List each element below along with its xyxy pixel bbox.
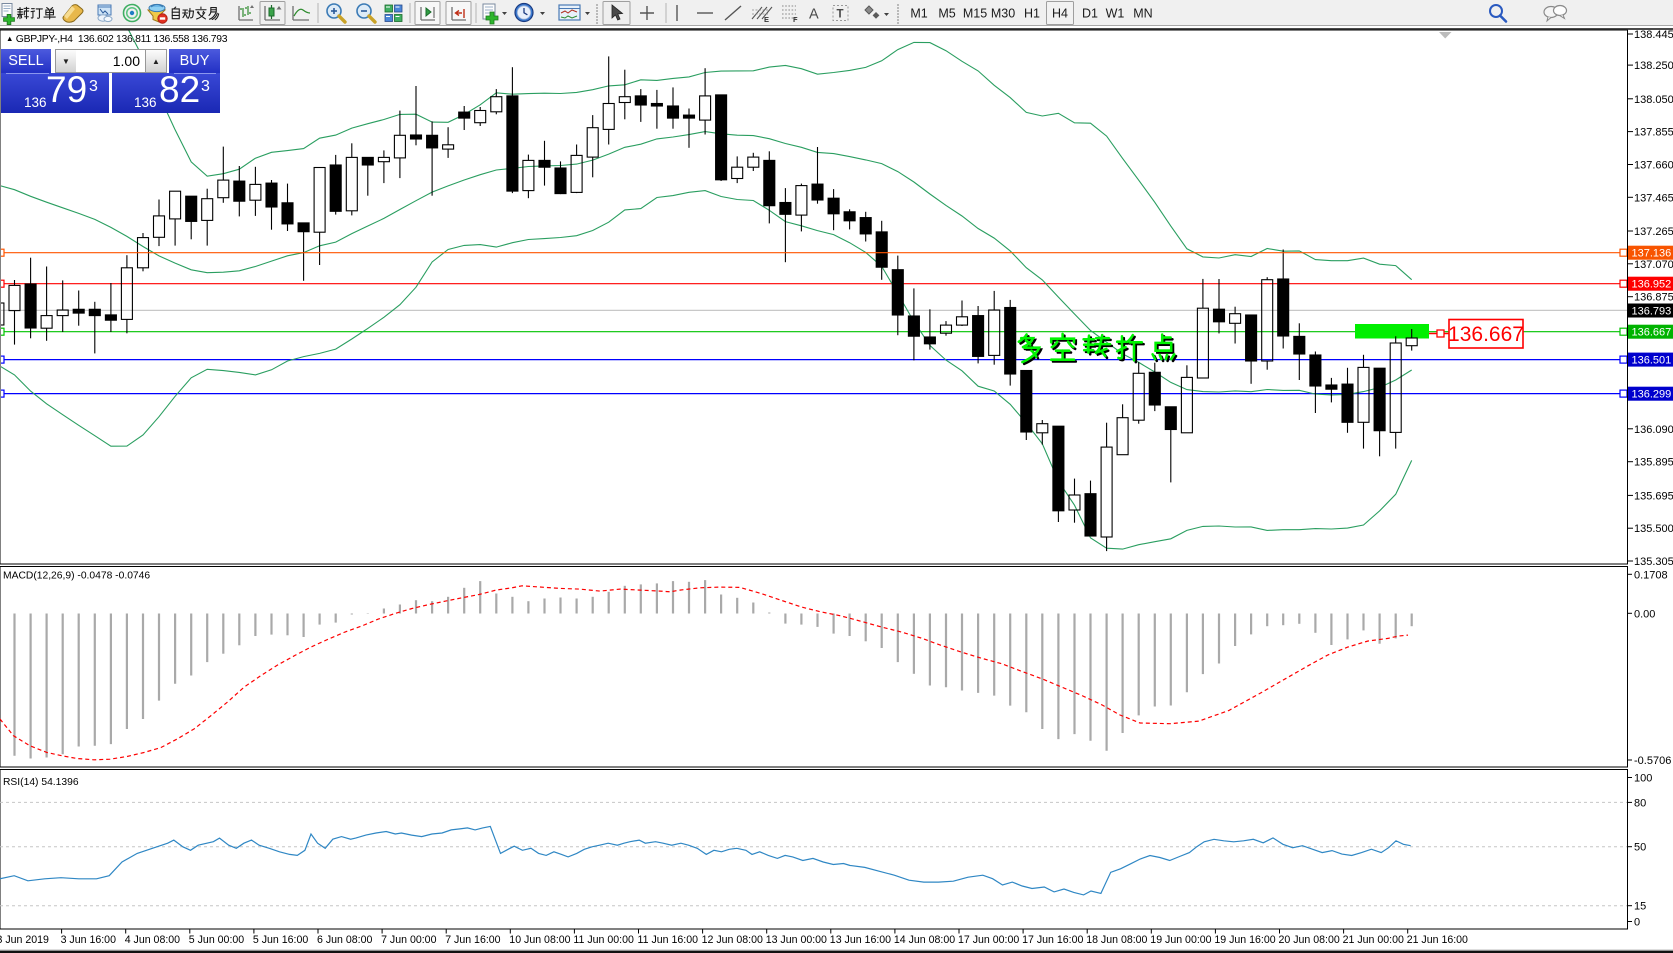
svg-text:11 Jun 16:00: 11 Jun 16:00	[638, 934, 699, 946]
svg-text:137.070: 137.070	[1634, 259, 1673, 271]
svg-text:13 Jun 16:00: 13 Jun 16:00	[830, 934, 891, 946]
svg-text:136.667: 136.667	[1448, 323, 1524, 346]
svg-text:138.050: 138.050	[1634, 94, 1673, 106]
svg-text:21 Jun 00:00: 21 Jun 00:00	[1343, 934, 1404, 946]
svg-text:136.299: 136.299	[1632, 389, 1672, 401]
svg-text:3 Jun 2019: 3 Jun 2019	[0, 934, 49, 946]
svg-text:20 Jun 08:00: 20 Jun 08:00	[1279, 934, 1340, 946]
svg-text:RSI(14) 54.1396: RSI(14) 54.1396	[3, 777, 79, 788]
svg-text:137.265: 137.265	[1634, 226, 1673, 238]
svg-text:D1: D1	[1082, 7, 1098, 21]
svg-text:138.445: 138.445	[1634, 29, 1673, 41]
svg-text:135.695: 135.695	[1634, 490, 1673, 502]
svg-text:12 Jun 08:00: 12 Jun 08:00	[702, 934, 763, 946]
svg-text:7 Jun 16:00: 7 Jun 16:00	[445, 934, 500, 946]
svg-text:6 Jun 08:00: 6 Jun 08:00	[317, 934, 372, 946]
svg-text:135.895: 135.895	[1634, 457, 1673, 469]
svg-text:19 Jun 00:00: 19 Jun 00:00	[1150, 934, 1211, 946]
svg-text:M1: M1	[910, 7, 927, 21]
svg-text:14 Jun 08:00: 14 Jun 08:00	[894, 934, 955, 946]
svg-text:17 Jun 00:00: 17 Jun 00:00	[958, 934, 1019, 946]
svg-text:10 Jun 08:00: 10 Jun 08:00	[509, 934, 570, 946]
svg-text:5 Jun 00:00: 5 Jun 00:00	[189, 934, 244, 946]
svg-text:5 Jun 16:00: 5 Jun 16:00	[253, 934, 308, 946]
svg-text:100: 100	[1634, 773, 1652, 785]
svg-text:136.952: 136.952	[1632, 279, 1672, 291]
svg-text:-0.5706: -0.5706	[1634, 755, 1671, 767]
svg-text:M30: M30	[991, 7, 1015, 21]
svg-text:136.875: 136.875	[1634, 292, 1673, 304]
svg-text:11 Jun 00:00: 11 Jun 00:00	[573, 934, 634, 946]
svg-text:137.660: 137.660	[1634, 160, 1673, 172]
svg-text:0.1708: 0.1708	[1634, 569, 1668, 581]
svg-text:H1: H1	[1024, 7, 1040, 21]
svg-text:W1: W1	[1106, 7, 1125, 21]
svg-text:E: E	[764, 15, 769, 24]
svg-text:H4: H4	[1052, 7, 1068, 21]
svg-text:0: 0	[1634, 917, 1640, 929]
svg-text:13 Jun 00:00: 13 Jun 00:00	[766, 934, 827, 946]
svg-text:0.00: 0.00	[1634, 608, 1655, 620]
svg-text:MACD(12,26,9) -0.0478 -0.0746: MACD(12,26,9) -0.0478 -0.0746	[3, 571, 150, 582]
svg-text:19 Jun 16:00: 19 Jun 16:00	[1214, 934, 1275, 946]
svg-text:MN: MN	[1133, 7, 1152, 21]
svg-text:136.793: 136.793	[1632, 306, 1672, 318]
svg-text:50: 50	[1634, 842, 1646, 854]
svg-text:T: T	[837, 9, 844, 21]
svg-text:21 Jun 16:00: 21 Jun 16:00	[1407, 934, 1468, 946]
svg-text:4 Jun 08:00: 4 Jun 08:00	[125, 934, 180, 946]
svg-text:M15: M15	[963, 7, 987, 21]
svg-text:A: A	[809, 7, 819, 23]
svg-text:135.500: 135.500	[1634, 523, 1673, 535]
svg-text:137.855: 137.855	[1634, 127, 1673, 139]
svg-text:18 Jun 08:00: 18 Jun 08:00	[1086, 934, 1147, 946]
svg-text:137.465: 137.465	[1634, 192, 1673, 204]
svg-text:80: 80	[1634, 797, 1646, 809]
svg-text:136.667: 136.667	[1632, 327, 1672, 339]
svg-text:17 Jun 16:00: 17 Jun 16:00	[1022, 934, 1083, 946]
svg-text:3 Jun 16:00: 3 Jun 16:00	[61, 934, 116, 946]
svg-text:136.090: 136.090	[1634, 424, 1673, 436]
svg-text:F: F	[793, 15, 798, 24]
svg-text:7 Jun 00:00: 7 Jun 00:00	[381, 934, 436, 946]
svg-text:137.136: 137.136	[1632, 248, 1672, 260]
svg-text:136.501: 136.501	[1632, 355, 1672, 367]
svg-text:M5: M5	[938, 7, 955, 21]
svg-text:135.305: 135.305	[1634, 556, 1673, 568]
svg-text:15: 15	[1634, 901, 1646, 913]
svg-text:138.250: 138.250	[1634, 60, 1673, 72]
